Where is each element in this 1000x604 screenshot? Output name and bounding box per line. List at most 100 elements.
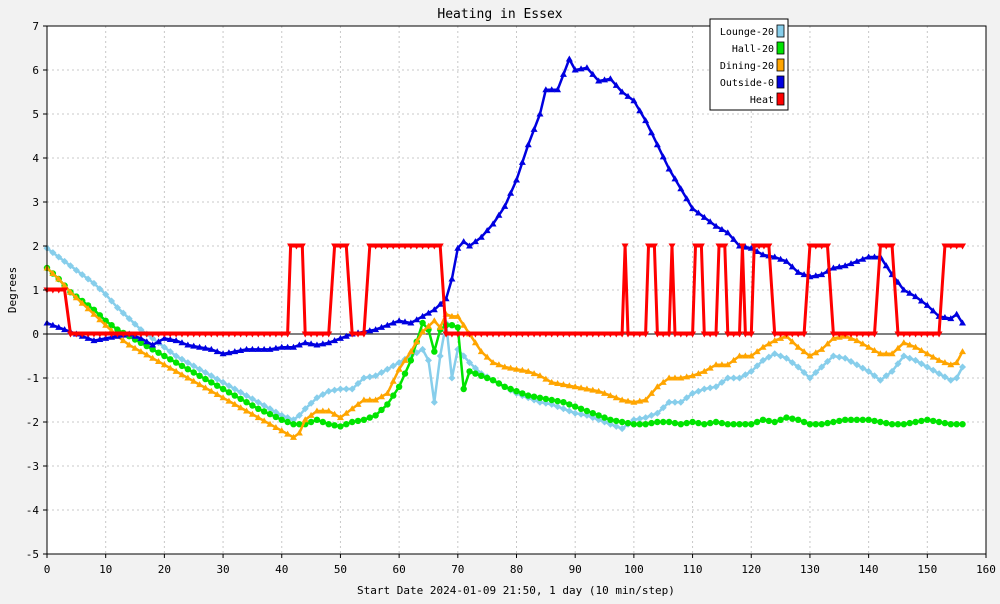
data-point [718,226,726,232]
data-point [847,358,855,365]
data-point [190,342,198,349]
data-point [477,348,485,355]
data-point [595,387,603,394]
data-point [84,334,92,341]
data-point [519,390,526,397]
legend-swatch [776,58,785,72]
data-point [565,55,573,62]
data-point [917,360,925,368]
data-point [806,352,814,359]
data-point [647,389,655,396]
data-point [55,287,63,294]
data-point [401,370,409,377]
data-point [683,195,691,202]
data-point [254,398,262,406]
data-point [155,349,162,356]
data-point [645,243,653,250]
data-point [671,175,679,182]
data-point [295,429,303,436]
data-point [137,331,145,338]
data-point [278,427,286,434]
data-point [660,418,667,426]
data-point [659,378,667,385]
data-point [894,331,902,338]
data-point [254,345,262,352]
data-point [248,331,256,338]
data-point [571,403,579,410]
data-point [260,331,268,338]
data-point [718,419,726,427]
data-point [665,331,673,338]
data-point [507,189,515,196]
data-point [248,410,256,417]
data-point [49,270,57,276]
data-point [501,363,509,370]
data-point [366,373,374,381]
data-point [166,364,174,371]
data-point [207,331,215,338]
data-point [84,305,92,312]
data-point [835,331,843,338]
data-point [448,275,456,282]
data-point [700,385,708,393]
data-point [788,263,796,270]
data-point [260,345,268,352]
data-point [694,370,702,377]
data-point [788,331,796,338]
data-point [917,331,925,338]
data-point [835,263,843,270]
data-point [642,117,650,124]
data-point [131,331,139,338]
data-point [90,279,98,287]
data-point [307,411,315,418]
y-tick-label: 5 [32,108,39,121]
data-point [307,331,315,338]
data-point [284,430,292,437]
data-point [201,369,209,376]
data-point [213,391,221,397]
data-point [372,412,379,419]
data-point [888,350,896,357]
data-point [870,331,878,338]
data-point [865,416,872,423]
data-point [636,421,643,428]
data-point [501,331,509,338]
data-point [61,282,69,289]
data-point [260,417,268,424]
data-point [800,271,808,278]
data-point [888,421,896,428]
data-point [917,297,925,304]
data-point [389,243,397,250]
data-point [331,386,339,394]
data-point [953,359,961,366]
data-point [407,243,415,250]
data-point [818,345,826,352]
data-point [689,205,697,212]
x-tick-label: 70 [451,563,464,576]
data-point [559,70,567,77]
data-point [694,209,702,216]
data-point [395,365,403,372]
data-point [108,297,116,305]
data-point [143,331,151,338]
data-point [554,86,562,93]
data-point [782,257,790,264]
data-point [196,343,204,350]
data-point [824,243,832,250]
data-point [812,421,820,428]
data-point [929,417,937,425]
data-point [436,352,444,360]
data-point [149,331,157,338]
data-point [730,331,738,338]
data-point [196,381,204,388]
data-point [78,299,86,306]
data-point [319,331,327,338]
data-point [307,399,315,407]
data-point [495,380,503,387]
data-point [378,393,386,400]
data-point [231,348,239,355]
data-point [466,359,474,367]
data-point [471,364,479,372]
data-point [325,387,333,395]
data-point [295,411,303,419]
